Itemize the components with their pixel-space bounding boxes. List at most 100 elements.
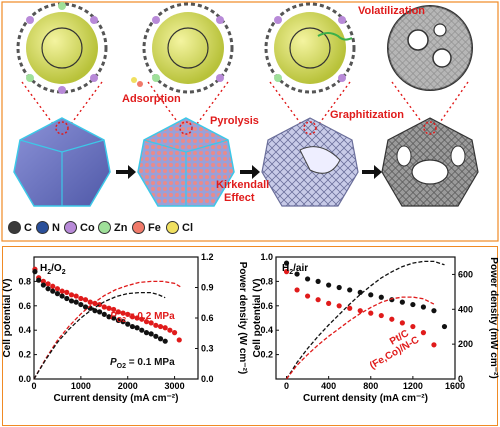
y-tick-label: 0.2	[260, 350, 273, 360]
process-arrows	[116, 165, 382, 179]
data-point	[304, 276, 311, 282]
data-point	[347, 305, 353, 311]
x-tick-label: 400	[321, 381, 336, 391]
x-tick-label: 1200	[403, 381, 423, 391]
y2-tick-label: 1.2	[201, 252, 214, 262]
data-point	[111, 306, 117, 313]
label-volatilization: Volatilization	[358, 5, 426, 17]
data-point	[139, 316, 145, 322]
carbon-cage	[387, 5, 473, 91]
power-curve-3	[285, 296, 435, 380]
data-point	[399, 299, 405, 305]
annotation: PO2 = 0.1 MPa	[110, 357, 175, 370]
data-point	[106, 305, 112, 311]
legend-swatch	[132, 221, 145, 234]
data-point	[157, 336, 164, 342]
data-point	[64, 295, 70, 302]
legend-label: Cl	[182, 221, 193, 234]
data-point	[399, 320, 405, 326]
data-point	[378, 294, 384, 300]
data-point	[153, 322, 159, 328]
data-point	[73, 299, 79, 305]
data-point	[101, 311, 107, 317]
y-tick-label: 0.0	[18, 374, 31, 384]
data-point	[441, 323, 448, 330]
x-tick-label: 0	[31, 381, 36, 391]
data-point	[45, 286, 51, 292]
data-point	[167, 327, 173, 333]
x-tick-label: 1000	[71, 381, 91, 391]
data-point	[326, 300, 332, 306]
hollow-carbon-frame	[381, 117, 479, 207]
data-point	[176, 337, 182, 343]
data-point	[148, 320, 154, 326]
data-point	[148, 331, 154, 337]
y2-tick-label: 0.6	[201, 313, 214, 323]
x-axis-label: Current density (mA cm⁻²)	[54, 393, 179, 404]
y2-tick-label: 0	[458, 374, 463, 384]
data-point	[336, 284, 342, 291]
data-point	[347, 287, 353, 293]
y-tick-label: 0.6	[260, 301, 273, 311]
x-tick-label: 800	[363, 381, 378, 391]
data-point	[97, 309, 103, 315]
x-tick-label: 3000	[165, 381, 185, 391]
chart-h2-air: 0 400 800 1200 1600 0.2 0.4 0.6 0.8 1.0 0 200 400 600…	[252, 252, 499, 404]
power-curve-3	[33, 291, 166, 380]
legend-swatch	[64, 221, 77, 234]
y2-tick-label: 400	[458, 304, 473, 314]
data-point	[431, 342, 437, 348]
data-point	[115, 317, 121, 324]
y2-tick-label: 0.3	[201, 344, 214, 354]
data-point	[368, 292, 374, 298]
data-point	[106, 314, 112, 320]
y-tick-label: 0.4	[260, 325, 273, 335]
data-point	[54, 291, 61, 297]
y2-tick-label: 0.0	[201, 374, 214, 384]
legend-item-cl: Cl	[166, 221, 193, 234]
plots-frame	[2, 246, 498, 426]
data-point	[420, 330, 427, 336]
data-point	[40, 282, 46, 288]
series-points-0	[32, 266, 182, 343]
data-point	[283, 260, 290, 266]
y-tick-label: 0.2	[18, 350, 31, 360]
legend-item-zn: Zn	[98, 221, 127, 234]
series-points-0	[283, 260, 448, 330]
y2-tick-label: 600	[458, 269, 473, 279]
data-point	[59, 288, 65, 294]
data-point	[64, 289, 70, 295]
legend-item-n: N	[36, 221, 60, 234]
data-point	[40, 278, 46, 284]
data-point	[73, 293, 79, 299]
y-tick-label: 1.0	[260, 252, 273, 262]
data-point	[129, 323, 135, 330]
legend-label: C	[24, 221, 32, 234]
data-point	[68, 292, 75, 298]
data-point	[129, 314, 135, 320]
data-point	[162, 338, 168, 344]
arrow-right-icon	[240, 165, 260, 179]
data-point	[153, 333, 159, 339]
y-axis-label: Cell potential (V)	[2, 279, 13, 358]
label-graphitization: Graphitization	[330, 109, 404, 121]
data-point	[143, 330, 150, 336]
data-point	[120, 310, 126, 316]
data-point	[92, 308, 98, 314]
y-tick-label: 0.4	[18, 325, 31, 335]
data-point	[78, 295, 84, 302]
power-curve-2	[33, 280, 182, 380]
data-point	[389, 316, 395, 322]
zif-dodecahedron	[13, 117, 111, 207]
data-point	[143, 319, 150, 325]
legend-label: N	[52, 221, 60, 234]
data-point	[139, 327, 145, 333]
data-point	[82, 304, 89, 310]
legend-swatch	[36, 221, 49, 234]
legend-swatch	[166, 221, 179, 234]
y-tick-label: 0.8	[260, 276, 273, 286]
data-point	[101, 304, 107, 310]
legend-item-co: Co	[64, 221, 95, 234]
y-axis-label: Cell potential (V)	[252, 279, 263, 358]
